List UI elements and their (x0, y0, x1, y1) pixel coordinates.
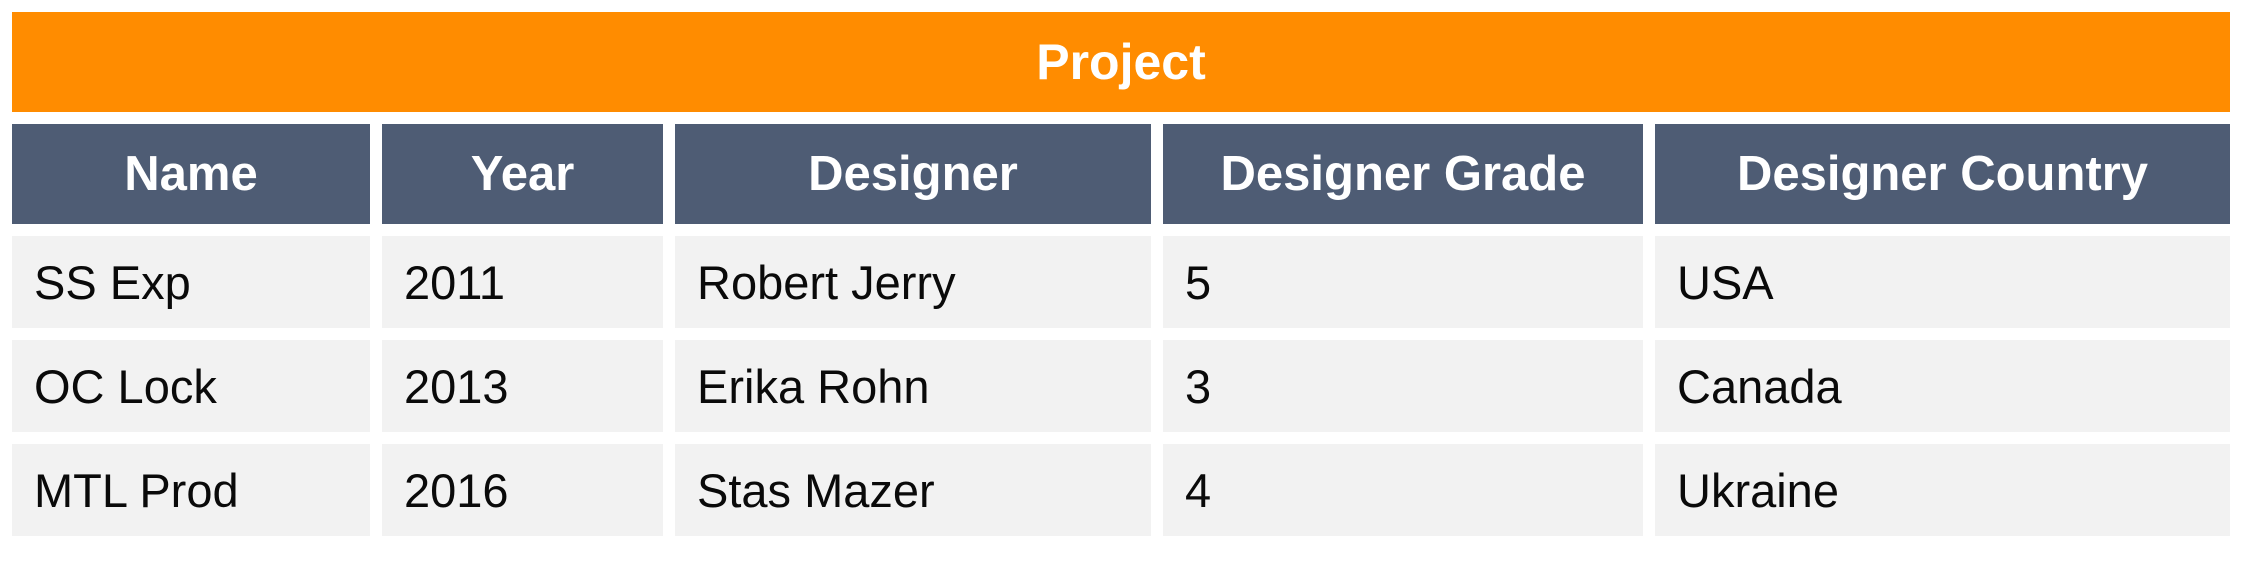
cell-designer-grade: 4 (1163, 444, 1643, 536)
cell-year: 2016 (382, 444, 663, 536)
table-title: Project (12, 12, 2230, 112)
cell-designer-country: USA (1655, 236, 2230, 328)
table-row: OC Lock 2013 Erika Rohn 3 Canada (12, 340, 2230, 432)
cell-designer-country: Canada (1655, 340, 2230, 432)
column-header-year: Year (382, 124, 663, 224)
column-header-designer-country: Designer Country (1655, 124, 2230, 224)
cell-name: SS Exp (12, 236, 370, 328)
cell-name: OC Lock (12, 340, 370, 432)
title-row: Project (12, 12, 2230, 112)
column-header-designer-grade: Designer Grade (1163, 124, 1643, 224)
column-header-name: Name (12, 124, 370, 224)
cell-designer: Erika Rohn (675, 340, 1151, 432)
cell-designer-grade: 5 (1163, 236, 1643, 328)
header-row: Name Year Designer Designer Grade Design… (12, 124, 2230, 224)
cell-name: MTL Prod (12, 444, 370, 536)
cell-designer-country: Ukraine (1655, 444, 2230, 536)
cell-designer-grade: 3 (1163, 340, 1643, 432)
cell-year: 2013 (382, 340, 663, 432)
cell-designer: Robert Jerry (675, 236, 1151, 328)
column-header-designer: Designer (675, 124, 1151, 224)
cell-year: 2011 (382, 236, 663, 328)
table-row: SS Exp 2011 Robert Jerry 5 USA (12, 236, 2230, 328)
cell-designer: Stas Mazer (675, 444, 1151, 536)
table-row: MTL Prod 2016 Stas Mazer 4 Ukraine (12, 444, 2230, 536)
project-table: Project Name Year Designer Designer Grad… (12, 12, 2230, 536)
